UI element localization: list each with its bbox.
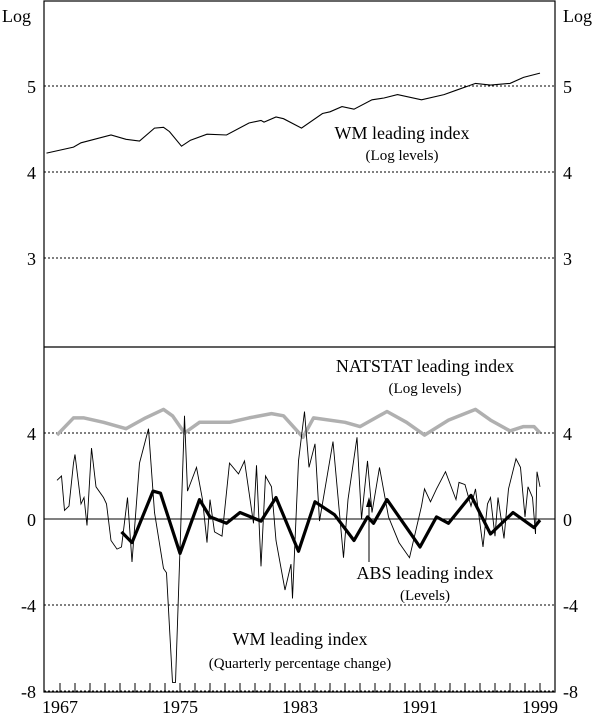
natstat-label: NATSTAT leading index	[336, 356, 514, 376]
y-tick-label-left: 5	[27, 77, 36, 97]
abs-label: ABS leading index	[357, 563, 494, 583]
x-tick-label: 1983	[282, 697, 318, 717]
wm-change-sublabel: (Quarterly percentage change)	[209, 656, 391, 672]
left-unit-label: Log	[2, 6, 31, 26]
x-tick-label: 1975	[162, 697, 198, 717]
y-tick-label-left: 4	[27, 163, 36, 183]
y-tick-label-left: -4	[21, 596, 36, 616]
wm-levels-label: WM leading index	[335, 123, 470, 143]
y-tick-label-right: 0	[563, 510, 572, 530]
y-tick-label-left: 3	[27, 249, 36, 269]
y-tick-label-right: -8	[563, 682, 578, 702]
series-natstat-log-levels	[55, 407, 542, 440]
y-tick-label-left: 0	[27, 510, 36, 530]
abs-sublabel: (Levels)	[400, 588, 450, 604]
wm-change-label: WM leading index	[233, 629, 368, 649]
series-abs-levels	[120, 489, 542, 555]
gridlines	[44, 85, 555, 692]
x-tick-label: 1967	[42, 697, 78, 717]
y-tick-label-left: 4	[27, 424, 36, 444]
y-tick-label-right: 5	[563, 77, 572, 97]
y-tick-label-right: 4	[563, 424, 572, 444]
wm-levels-sublabel: (Log levels)	[366, 148, 439, 164]
x-tick-label: 1991	[402, 697, 438, 717]
y-tick-label-right: 4	[563, 163, 572, 183]
abs-pointer-arrowhead	[366, 497, 372, 507]
x-tick-label: 1999	[522, 697, 558, 717]
series-layer	[46, 72, 542, 683]
y-tick-label-right: -4	[563, 596, 578, 616]
series-wm-log-levels	[46, 72, 541, 154]
right-unit-label: Log	[563, 6, 592, 26]
axis-ticks: 3 3 4 4 5 5 4 4 0 0 -4 -4 -8 -8 1967 1975 1983 1991 1999	[21, 77, 578, 717]
natstat-sublabel: (Log levels)	[389, 381, 462, 397]
y-tick-label-left: -8	[21, 682, 36, 702]
y-tick-label-right: 3	[563, 249, 572, 269]
series-wm-quarterly-change	[56, 411, 541, 683]
